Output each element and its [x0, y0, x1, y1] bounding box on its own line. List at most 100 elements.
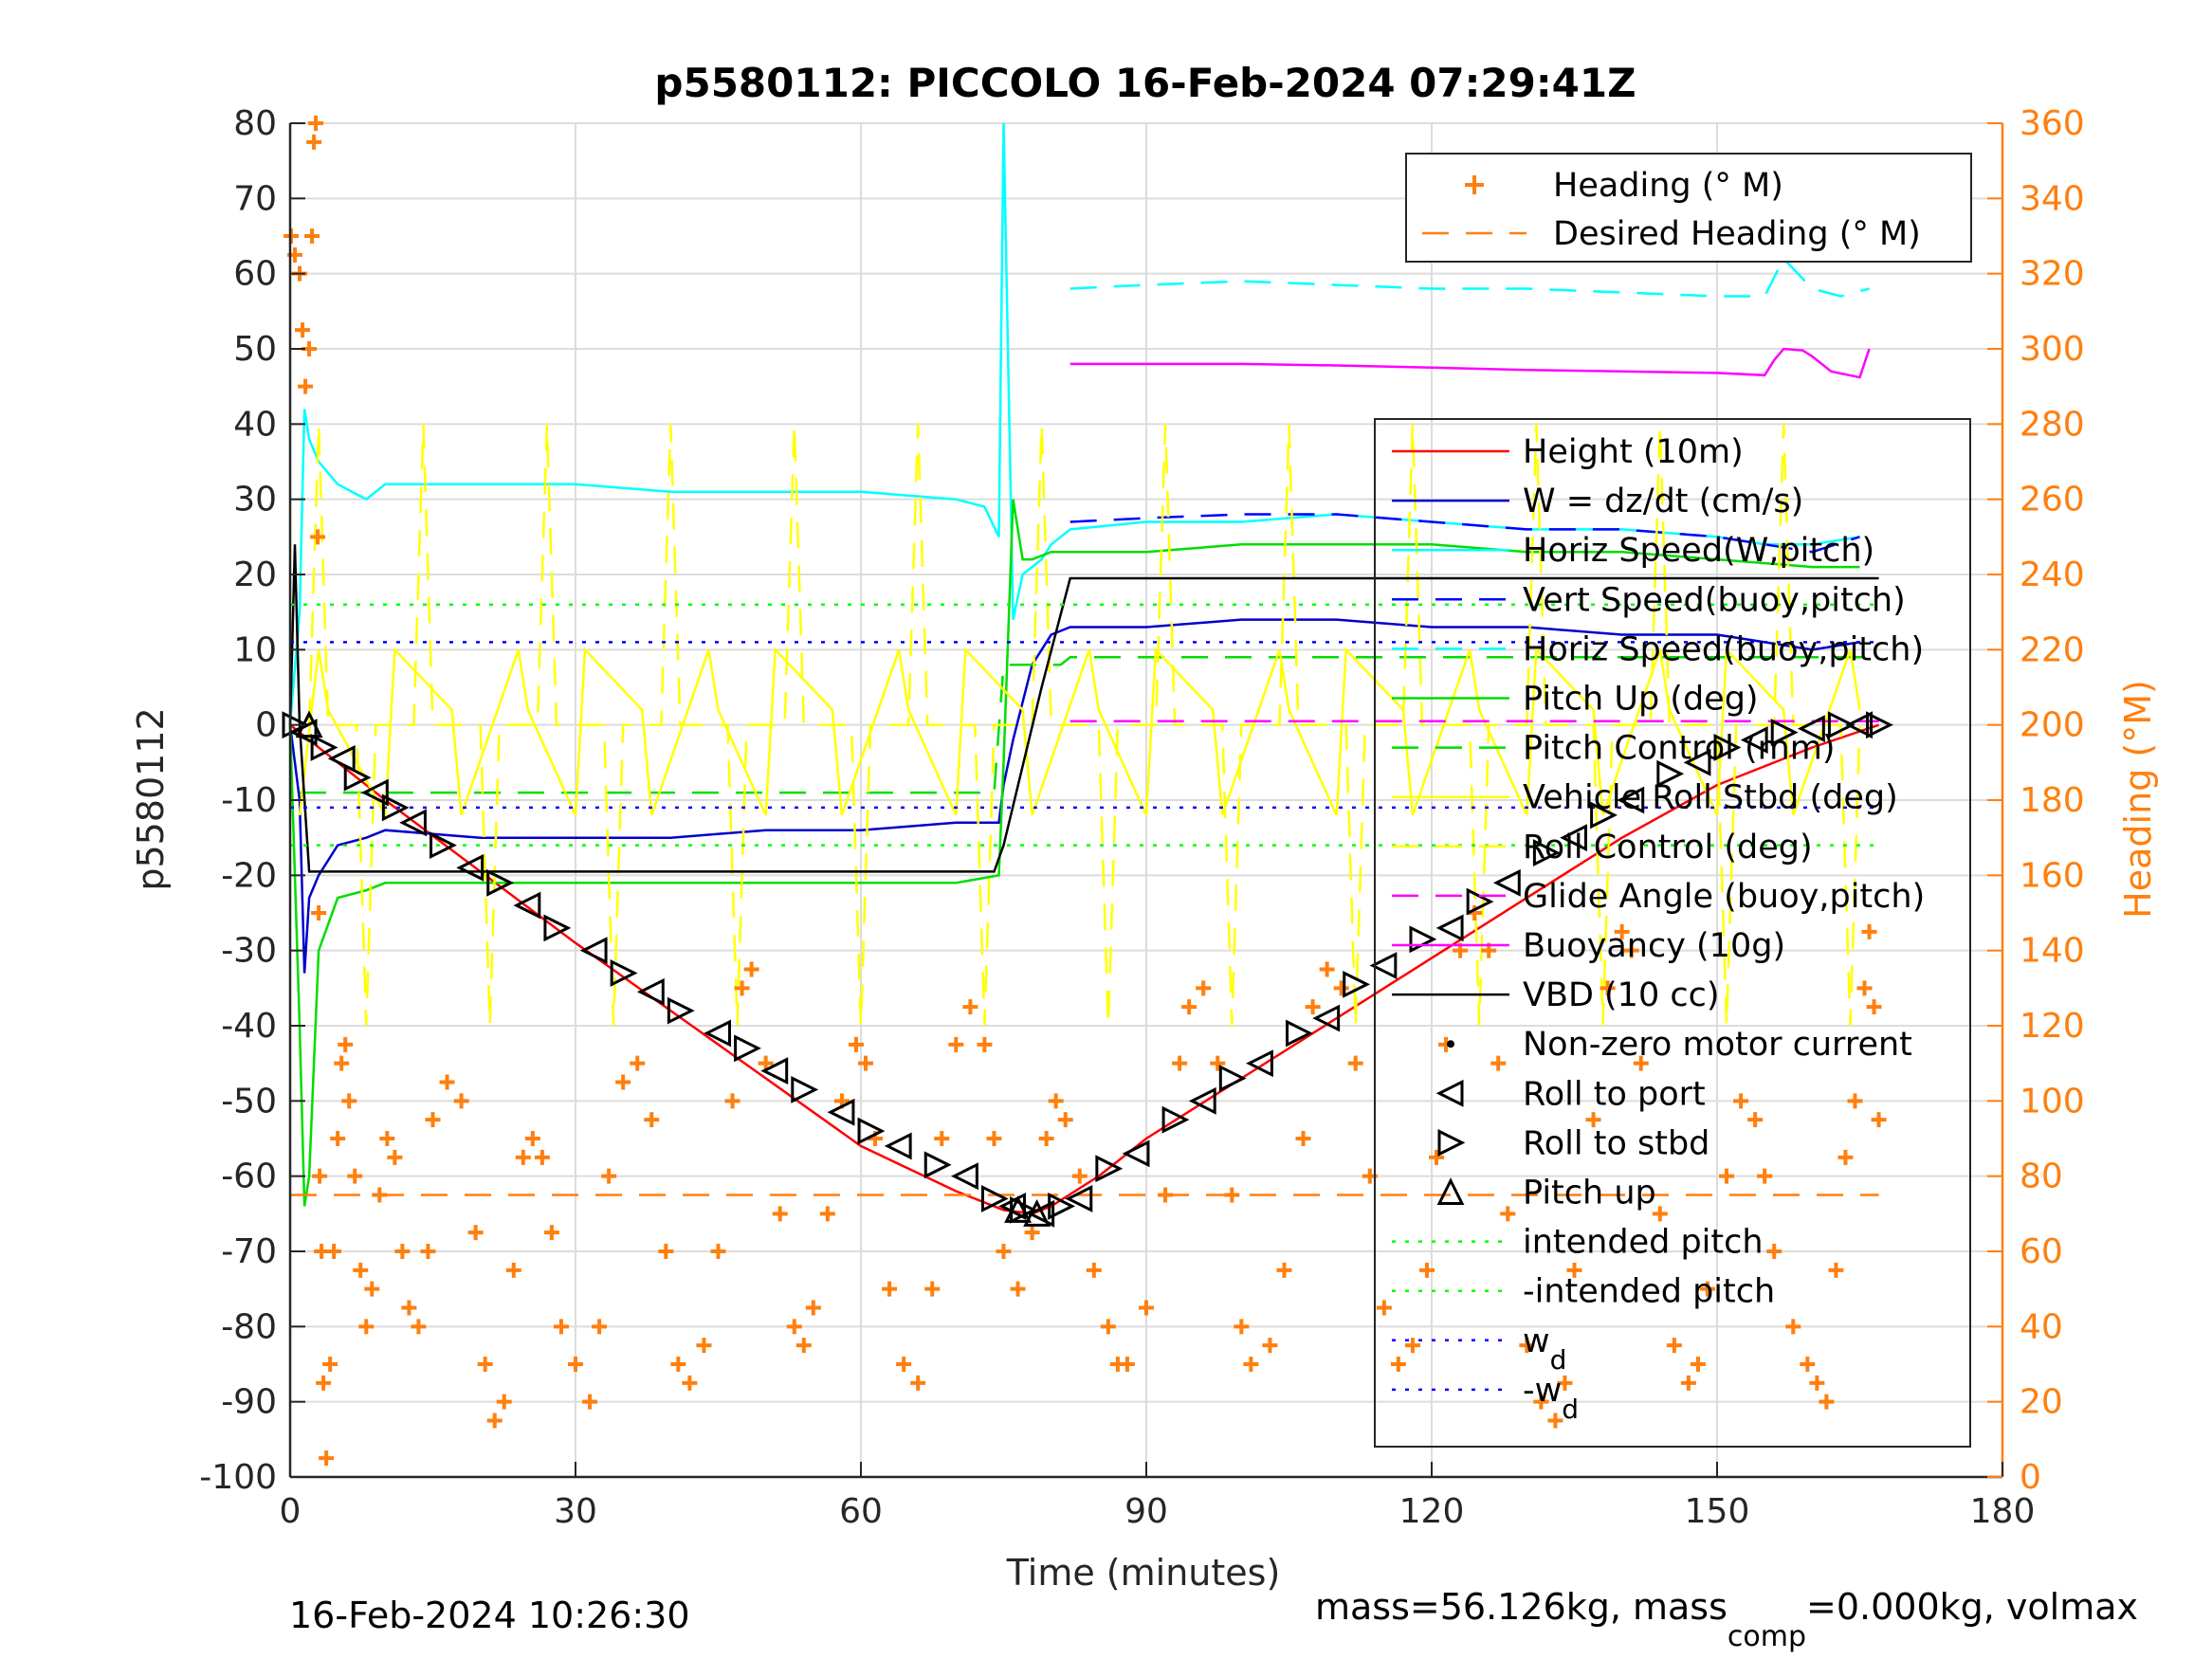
- heading-point: [924, 1281, 941, 1297]
- heading-point: [1038, 1131, 1054, 1146]
- roll-to-stbd-marker: [1218, 1065, 1247, 1092]
- heading-point: [1100, 1319, 1116, 1335]
- y-tick-label: 20: [233, 556, 277, 594]
- pitch-up-marker: [1023, 1198, 1051, 1227]
- y-tick-label: -20: [221, 856, 277, 895]
- heading-point: [1837, 1149, 1854, 1165]
- heading-point: [515, 1149, 531, 1165]
- heading-point: [311, 905, 327, 921]
- legend-main-label: wd: [1523, 1322, 1566, 1376]
- heading-point: [1861, 923, 1877, 939]
- heading-point: [1119, 1357, 1135, 1372]
- legend-main-label: Vehicle Roll Stbd (deg): [1523, 779, 1898, 817]
- legend-top-label: Desired Heading (° M): [1553, 215, 1921, 253]
- roll-to-port-marker: [1845, 711, 1873, 739]
- y2-tick-label: 120: [2020, 1007, 2085, 1046]
- legend-top-label: Heading (° M): [1553, 167, 1783, 205]
- series-buoyancy-10g-: [1069, 347, 1871, 379]
- heading-point: [996, 1244, 1012, 1259]
- heading-point: [1210, 1055, 1226, 1071]
- legend-main-label: Pitch up: [1523, 1175, 1656, 1212]
- x-tick-label: 90: [1124, 1492, 1168, 1531]
- legend-main-label: Pitch Control (mm): [1523, 730, 1835, 768]
- heading-point: [364, 1281, 380, 1297]
- x-tick-label: 120: [1399, 1492, 1465, 1531]
- y-tick-label: 80: [233, 104, 277, 143]
- roll-to-stbd-marker: [486, 868, 515, 897]
- legend-main-label: Glide Angle (buoy,pitch): [1523, 878, 1925, 916]
- roll-to-port-marker: [1122, 1139, 1150, 1168]
- heading-point: [1139, 1300, 1154, 1316]
- heading-point: [401, 1300, 417, 1316]
- heading-point: [467, 1225, 484, 1241]
- heading-point: [568, 1357, 583, 1372]
- heading-point: [1262, 1338, 1278, 1354]
- heading-point: [582, 1394, 598, 1410]
- heading-point: [1181, 999, 1197, 1015]
- heading-point: [743, 961, 759, 977]
- y2-tick-label: 220: [2020, 630, 2085, 669]
- heading-point: [1785, 1319, 1801, 1335]
- legend-main-label: Roll to port: [1523, 1075, 1706, 1113]
- footer-mass-part2: =0.000kg, volmax: [1806, 1586, 2138, 1628]
- heading-point: [1276, 1262, 1292, 1278]
- heading-point: [1158, 1187, 1174, 1203]
- y-axis-label: p5580112: [130, 707, 172, 890]
- roll-to-stbd-marker: [1656, 759, 1685, 788]
- series-roll-control-deg-: [307, 424, 1861, 1027]
- chart-title: p5580112: PICCOLO 16-Feb-2024 07:29:41Z: [654, 60, 1636, 106]
- heading-point: [910, 1375, 926, 1391]
- y-tick-label: 70: [233, 179, 277, 218]
- roll-to-port-marker: [1369, 952, 1398, 979]
- footer-mass: mass=56.126kg, masscomp=0.000kg, volmax: [1315, 1586, 2138, 1653]
- legend-top-box: [1405, 153, 1972, 263]
- roll-to-port-marker: [1740, 726, 1768, 754]
- heading-point: [322, 1357, 338, 1372]
- roll-to-stbd-marker: [923, 1151, 952, 1179]
- roll-to-port-marker: [1312, 1004, 1341, 1032]
- roll-to-port-marker: [399, 809, 427, 837]
- legend-main-label: Pitch Up (deg): [1523, 681, 1759, 719]
- heading-point: [1557, 1375, 1573, 1391]
- heading-point: [312, 1168, 328, 1184]
- heading-point: [1871, 1112, 1887, 1128]
- roll-to-stbd-marker: [543, 914, 572, 942]
- roll-to-port-marker: [579, 937, 608, 965]
- y2-tick-label: 340: [2020, 179, 2085, 218]
- y-tick-label: -80: [221, 1307, 277, 1346]
- heading-point: [1766, 1244, 1782, 1259]
- heading-point: [505, 1262, 521, 1278]
- heading-point: [387, 1149, 403, 1165]
- heading-point: [543, 1225, 559, 1241]
- heading-point: [334, 1055, 350, 1071]
- series-pitch-up-deg-: [288, 499, 1860, 1207]
- heading-point: [1819, 1394, 1835, 1410]
- legend-main-label: Height (10m): [1523, 433, 1744, 471]
- heading-point: [1614, 923, 1630, 939]
- heading-point: [1633, 1055, 1649, 1071]
- legend-main-label: Buoyancy (10g): [1523, 927, 1785, 965]
- roll-to-stbd-marker: [282, 711, 310, 739]
- heading-point: [1295, 1131, 1311, 1146]
- heading-point: [316, 1375, 332, 1391]
- heading-point: [1319, 961, 1335, 977]
- heading-point: [319, 1450, 335, 1467]
- y-tick-label: 50: [233, 330, 277, 369]
- roll-to-stbd-marker: [381, 793, 410, 822]
- heading-point: [805, 1300, 821, 1316]
- heading-point: [534, 1149, 550, 1165]
- heading-point: [1305, 999, 1321, 1015]
- y-tick-label: -90: [221, 1383, 277, 1422]
- heading-point: [379, 1131, 395, 1146]
- y-tick-label: 40: [233, 405, 277, 444]
- roll-to-stbd-marker: [1532, 839, 1561, 866]
- heading-point: [372, 1187, 388, 1203]
- heading-point: [1733, 1093, 1749, 1109]
- roll-to-stbd-marker: [1286, 1019, 1313, 1048]
- heading-point: [411, 1319, 427, 1335]
- heading-point: [453, 1093, 469, 1109]
- footer-date: 16-Feb-2024 10:26:30: [289, 1595, 690, 1636]
- heading-point: [496, 1394, 512, 1410]
- heading-point: [1856, 980, 1873, 996]
- roll-to-stbd-marker: [857, 1117, 886, 1145]
